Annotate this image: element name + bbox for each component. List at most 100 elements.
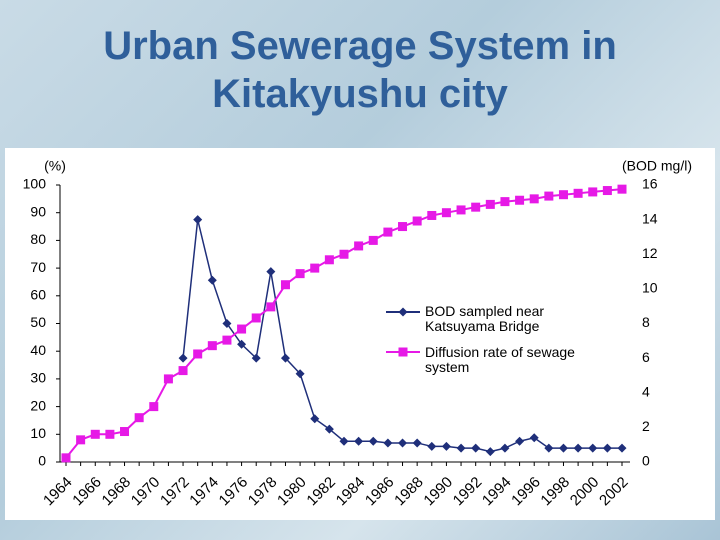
data-point bbox=[61, 453, 71, 463]
data-point bbox=[515, 195, 525, 205]
x-tick-label: 2002 bbox=[596, 474, 632, 510]
y-tick-label: 90 bbox=[30, 203, 46, 219]
data-point bbox=[295, 369, 305, 379]
data-point bbox=[237, 339, 247, 349]
data-point bbox=[398, 347, 408, 357]
data-point bbox=[485, 199, 495, 209]
data-point bbox=[149, 402, 159, 412]
data-point bbox=[500, 443, 510, 453]
data-point bbox=[456, 443, 466, 453]
data-point bbox=[368, 235, 378, 245]
data-point bbox=[398, 438, 408, 448]
data-point bbox=[237, 324, 247, 334]
x-tick-label: 1984 bbox=[333, 474, 369, 510]
y-axis-label: (%) bbox=[44, 158, 66, 174]
data-point bbox=[339, 436, 349, 446]
data-point bbox=[324, 424, 334, 434]
x-tick-label: 1966 bbox=[69, 474, 105, 510]
data-point bbox=[134, 413, 144, 423]
data-point bbox=[383, 438, 393, 448]
data-point bbox=[529, 194, 539, 204]
data-point bbox=[602, 186, 612, 196]
data-point bbox=[544, 443, 554, 453]
y2-tick-label: 0 bbox=[642, 453, 650, 469]
legend-label: BOD sampled near Katsuyama Bridge bbox=[425, 303, 545, 334]
data-point bbox=[178, 366, 188, 376]
data-point bbox=[354, 436, 364, 446]
x-tick-label: 1982 bbox=[303, 474, 339, 510]
data-point bbox=[222, 319, 232, 328]
data-point bbox=[500, 197, 510, 207]
data-point bbox=[471, 202, 481, 212]
data-point bbox=[441, 208, 451, 218]
data-point bbox=[398, 307, 408, 317]
x-tick-label: 1990 bbox=[420, 474, 456, 510]
data-point bbox=[120, 427, 130, 437]
data-point bbox=[339, 249, 349, 259]
data-point bbox=[280, 280, 290, 290]
data-point bbox=[544, 191, 554, 201]
y2-tick-label: 14 bbox=[642, 210, 658, 226]
data-point bbox=[427, 210, 437, 220]
y-tick-label: 20 bbox=[30, 397, 46, 413]
x-tick-label: 1976 bbox=[216, 474, 252, 510]
y-tick-label: 50 bbox=[30, 314, 46, 330]
data-point bbox=[588, 443, 598, 453]
data-point bbox=[427, 441, 437, 451]
series-line bbox=[182, 219, 622, 453]
data-point bbox=[617, 443, 627, 453]
x-tick-label: 1994 bbox=[479, 474, 515, 510]
data-point bbox=[412, 438, 422, 448]
data-point bbox=[588, 187, 598, 197]
slide-title: Urban Sewerage System in Kitakyushu city bbox=[103, 24, 617, 116]
chart-panel bbox=[5, 148, 715, 520]
y-tick-label: 70 bbox=[30, 259, 46, 275]
y2-tick-label: 16 bbox=[642, 176, 658, 192]
y-tick-label: 40 bbox=[30, 342, 46, 358]
x-tick-label: 1992 bbox=[450, 474, 486, 510]
y2-axis-label: (BOD mg/l) bbox=[622, 158, 692, 174]
data-point bbox=[324, 255, 334, 265]
data-point bbox=[207, 341, 217, 351]
x-tick-label: 1996 bbox=[508, 474, 544, 510]
legend-label: Diffusion rate of sewage system bbox=[425, 344, 575, 375]
x-tick-label: 1968 bbox=[99, 474, 135, 510]
y-tick-label: 80 bbox=[30, 231, 46, 247]
y-tick-label: 60 bbox=[30, 287, 46, 303]
data-point bbox=[295, 269, 305, 279]
data-point bbox=[310, 263, 320, 273]
data-point bbox=[529, 433, 539, 443]
data-point bbox=[266, 302, 276, 312]
data-point bbox=[354, 241, 364, 251]
data-point bbox=[485, 447, 495, 457]
x-tick-label: 1964 bbox=[40, 474, 76, 510]
data-point bbox=[456, 205, 466, 215]
x-tick-label: 2000 bbox=[567, 474, 603, 510]
y2-tick-label: 12 bbox=[642, 245, 658, 261]
y-tick-label: 30 bbox=[30, 370, 46, 386]
data-point bbox=[368, 436, 378, 446]
y2-tick-label: 8 bbox=[642, 314, 650, 330]
y2-tick-label: 10 bbox=[642, 280, 658, 296]
data-point bbox=[558, 190, 568, 200]
data-point bbox=[222, 335, 232, 345]
data-point bbox=[105, 429, 115, 439]
data-point bbox=[193, 215, 203, 225]
data-point bbox=[193, 349, 203, 359]
y-tick-label: 0 bbox=[38, 453, 46, 469]
data-point bbox=[383, 227, 393, 237]
data-point bbox=[617, 184, 627, 194]
data-point bbox=[558, 443, 568, 453]
data-point bbox=[251, 313, 261, 323]
data-point bbox=[398, 222, 408, 232]
data-point bbox=[602, 443, 612, 453]
data-point bbox=[412, 216, 422, 226]
data-point bbox=[76, 435, 86, 445]
data-point bbox=[441, 441, 451, 451]
y2-tick-label: 6 bbox=[642, 349, 650, 365]
x-tick-label: 1972 bbox=[157, 474, 193, 510]
data-point bbox=[251, 353, 261, 363]
data-point bbox=[90, 429, 100, 439]
